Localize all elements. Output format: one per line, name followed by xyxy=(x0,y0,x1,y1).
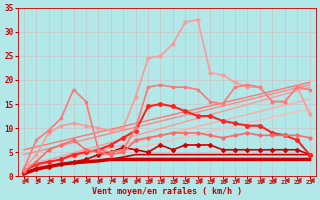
X-axis label: Vent moyen/en rafales ( km/h ): Vent moyen/en rafales ( km/h ) xyxy=(92,187,242,196)
